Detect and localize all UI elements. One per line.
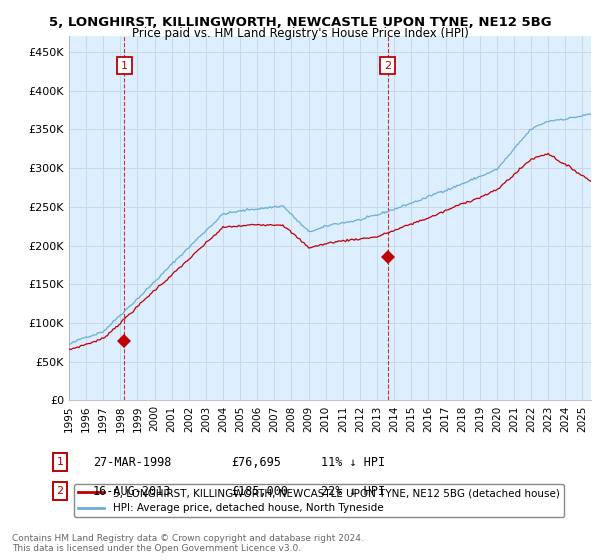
Text: 11% ↓ HPI: 11% ↓ HPI <box>321 455 385 469</box>
Text: 2: 2 <box>384 60 391 71</box>
Text: Price paid vs. HM Land Registry's House Price Index (HPI): Price paid vs. HM Land Registry's House … <box>131 27 469 40</box>
Text: 1: 1 <box>56 457 64 467</box>
Text: £185,000: £185,000 <box>231 484 288 498</box>
Legend: 5, LONGHIRST, KILLINGWORTH, NEWCASTLE UPON TYNE, NE12 5BG (detached house), HPI:: 5, LONGHIRST, KILLINGWORTH, NEWCASTLE UP… <box>74 484 564 517</box>
Text: 1: 1 <box>121 60 128 71</box>
Text: 16-AUG-2013: 16-AUG-2013 <box>93 484 172 498</box>
Text: 5, LONGHIRST, KILLINGWORTH, NEWCASTLE UPON TYNE, NE12 5BG: 5, LONGHIRST, KILLINGWORTH, NEWCASTLE UP… <box>49 16 551 29</box>
Text: Contains HM Land Registry data © Crown copyright and database right 2024.
This d: Contains HM Land Registry data © Crown c… <box>12 534 364 553</box>
Text: 22% ↓ HPI: 22% ↓ HPI <box>321 484 385 498</box>
Text: £76,695: £76,695 <box>231 455 281 469</box>
Text: 27-MAR-1998: 27-MAR-1998 <box>93 455 172 469</box>
Text: 2: 2 <box>56 486 64 496</box>
